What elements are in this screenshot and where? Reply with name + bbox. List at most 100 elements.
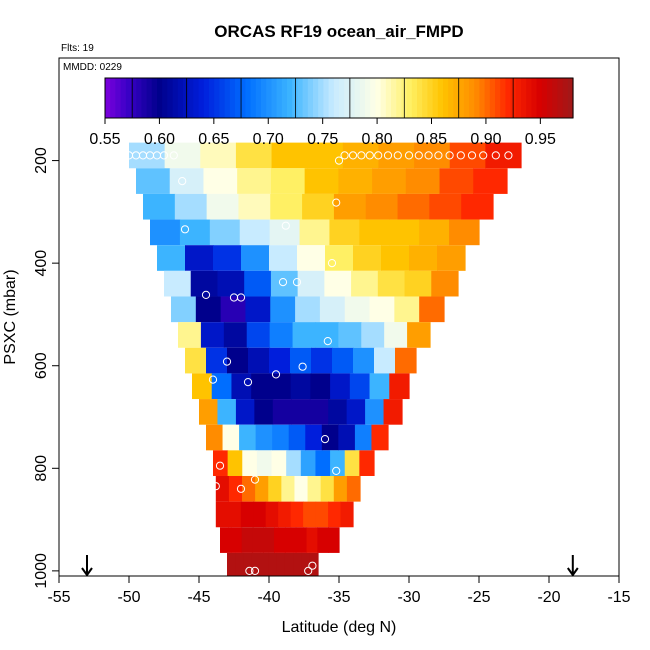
x-tick-label: -45	[187, 589, 210, 606]
flights-annotation: Flts: 19	[61, 43, 94, 54]
colorbar-segment	[167, 78, 174, 118]
colorbar-tick-label: 0.80	[362, 131, 393, 148]
section-cell	[270, 373, 292, 400]
section-cell	[302, 193, 335, 220]
section-cell	[384, 322, 408, 348]
section-cell	[300, 450, 317, 476]
date-annotation: MMDD: 0229	[63, 62, 122, 73]
latitude-arrow	[81, 555, 93, 577]
colorbar-segment	[489, 78, 496, 118]
colorbar-segment	[115, 78, 122, 118]
section-cell	[346, 475, 361, 502]
section-cell	[329, 219, 360, 246]
section-cell	[248, 347, 270, 374]
observation-point	[208, 375, 218, 384]
section-cell	[295, 527, 308, 553]
x-tick-label: -30	[397, 589, 420, 606]
colorbar-segment	[266, 78, 272, 118]
section-cell	[394, 296, 420, 323]
section-cell	[395, 347, 417, 374]
colorbar-segment	[547, 78, 553, 118]
section-cell	[174, 193, 208, 220]
section-cell	[317, 527, 329, 553]
observation-point	[504, 151, 513, 160]
colorbar-segment	[567, 78, 574, 118]
section-cell	[389, 219, 420, 246]
section-cell	[270, 296, 296, 323]
section-cell	[244, 270, 272, 297]
section-cell	[239, 424, 257, 451]
section-cell	[319, 296, 346, 323]
x-tick-label: -25	[467, 589, 490, 606]
section-cell	[311, 347, 333, 374]
section-cell	[242, 475, 256, 502]
colorbar-segment	[250, 78, 257, 118]
section-cell	[310, 373, 331, 400]
observation-point	[215, 461, 225, 470]
x-tick-label: -40	[257, 589, 280, 606]
colorbar-segment	[453, 78, 460, 118]
colorbar-segment	[484, 78, 491, 118]
section-cell	[265, 501, 279, 528]
section-cell	[369, 296, 395, 323]
colorbar-tick-label: 0.95	[525, 131, 556, 148]
observation-point	[365, 151, 374, 160]
section-cell	[286, 450, 302, 476]
section-cell	[268, 552, 278, 576]
colorbar-segment	[448, 78, 454, 118]
colorbar-segment	[411, 78, 418, 118]
colorbar-segment	[302, 78, 309, 118]
section-cell	[397, 193, 430, 220]
section-cell	[294, 475, 309, 502]
colorbar-segment	[276, 78, 283, 118]
observation-point	[243, 378, 253, 387]
colorbar-segment	[297, 78, 304, 118]
section-cell	[353, 347, 375, 374]
observation-point	[180, 225, 190, 234]
section-cell	[309, 552, 319, 576]
section-cell	[255, 475, 269, 502]
section-cell	[330, 450, 346, 476]
section-cell	[228, 501, 242, 528]
colorbar-segment	[131, 78, 137, 118]
section-cell	[270, 193, 303, 220]
section-cell	[301, 552, 311, 576]
section-cell	[199, 399, 219, 425]
section-cell	[340, 501, 354, 528]
colorbar-segment	[380, 78, 387, 118]
section-cell	[297, 245, 326, 271]
section-cell	[359, 450, 375, 476]
observation-point	[250, 475, 260, 484]
section-cell	[235, 399, 255, 425]
section-cell	[389, 373, 410, 400]
colorbar-segment	[209, 78, 215, 118]
colorbar-segment	[125, 78, 132, 118]
colorbar-segment	[526, 78, 532, 118]
section-cell	[404, 270, 432, 297]
section-cell	[473, 168, 508, 194]
section-cell	[278, 501, 292, 528]
section-cell	[359, 219, 390, 246]
section-cell	[260, 552, 269, 576]
observation-point	[374, 151, 383, 160]
colorbar-segment	[188, 78, 194, 118]
colorbar-segment	[469, 78, 475, 118]
x-tick-label: -50	[117, 589, 140, 606]
section-cell	[136, 168, 171, 194]
section-cell	[320, 475, 335, 502]
section-cell	[307, 475, 322, 502]
section-cell	[268, 475, 282, 502]
colorbar-segment	[359, 78, 366, 118]
section-cell	[169, 168, 205, 194]
colorbar-segment	[474, 78, 480, 118]
section-cell	[372, 168, 407, 194]
section-cell	[333, 193, 367, 220]
section-cell	[235, 142, 273, 169]
colorbar-segment	[141, 78, 148, 118]
observation-point	[357, 151, 366, 160]
section-cell	[222, 424, 240, 451]
section-cell	[217, 270, 245, 297]
observation-point	[467, 151, 477, 160]
observation-point	[278, 278, 288, 287]
